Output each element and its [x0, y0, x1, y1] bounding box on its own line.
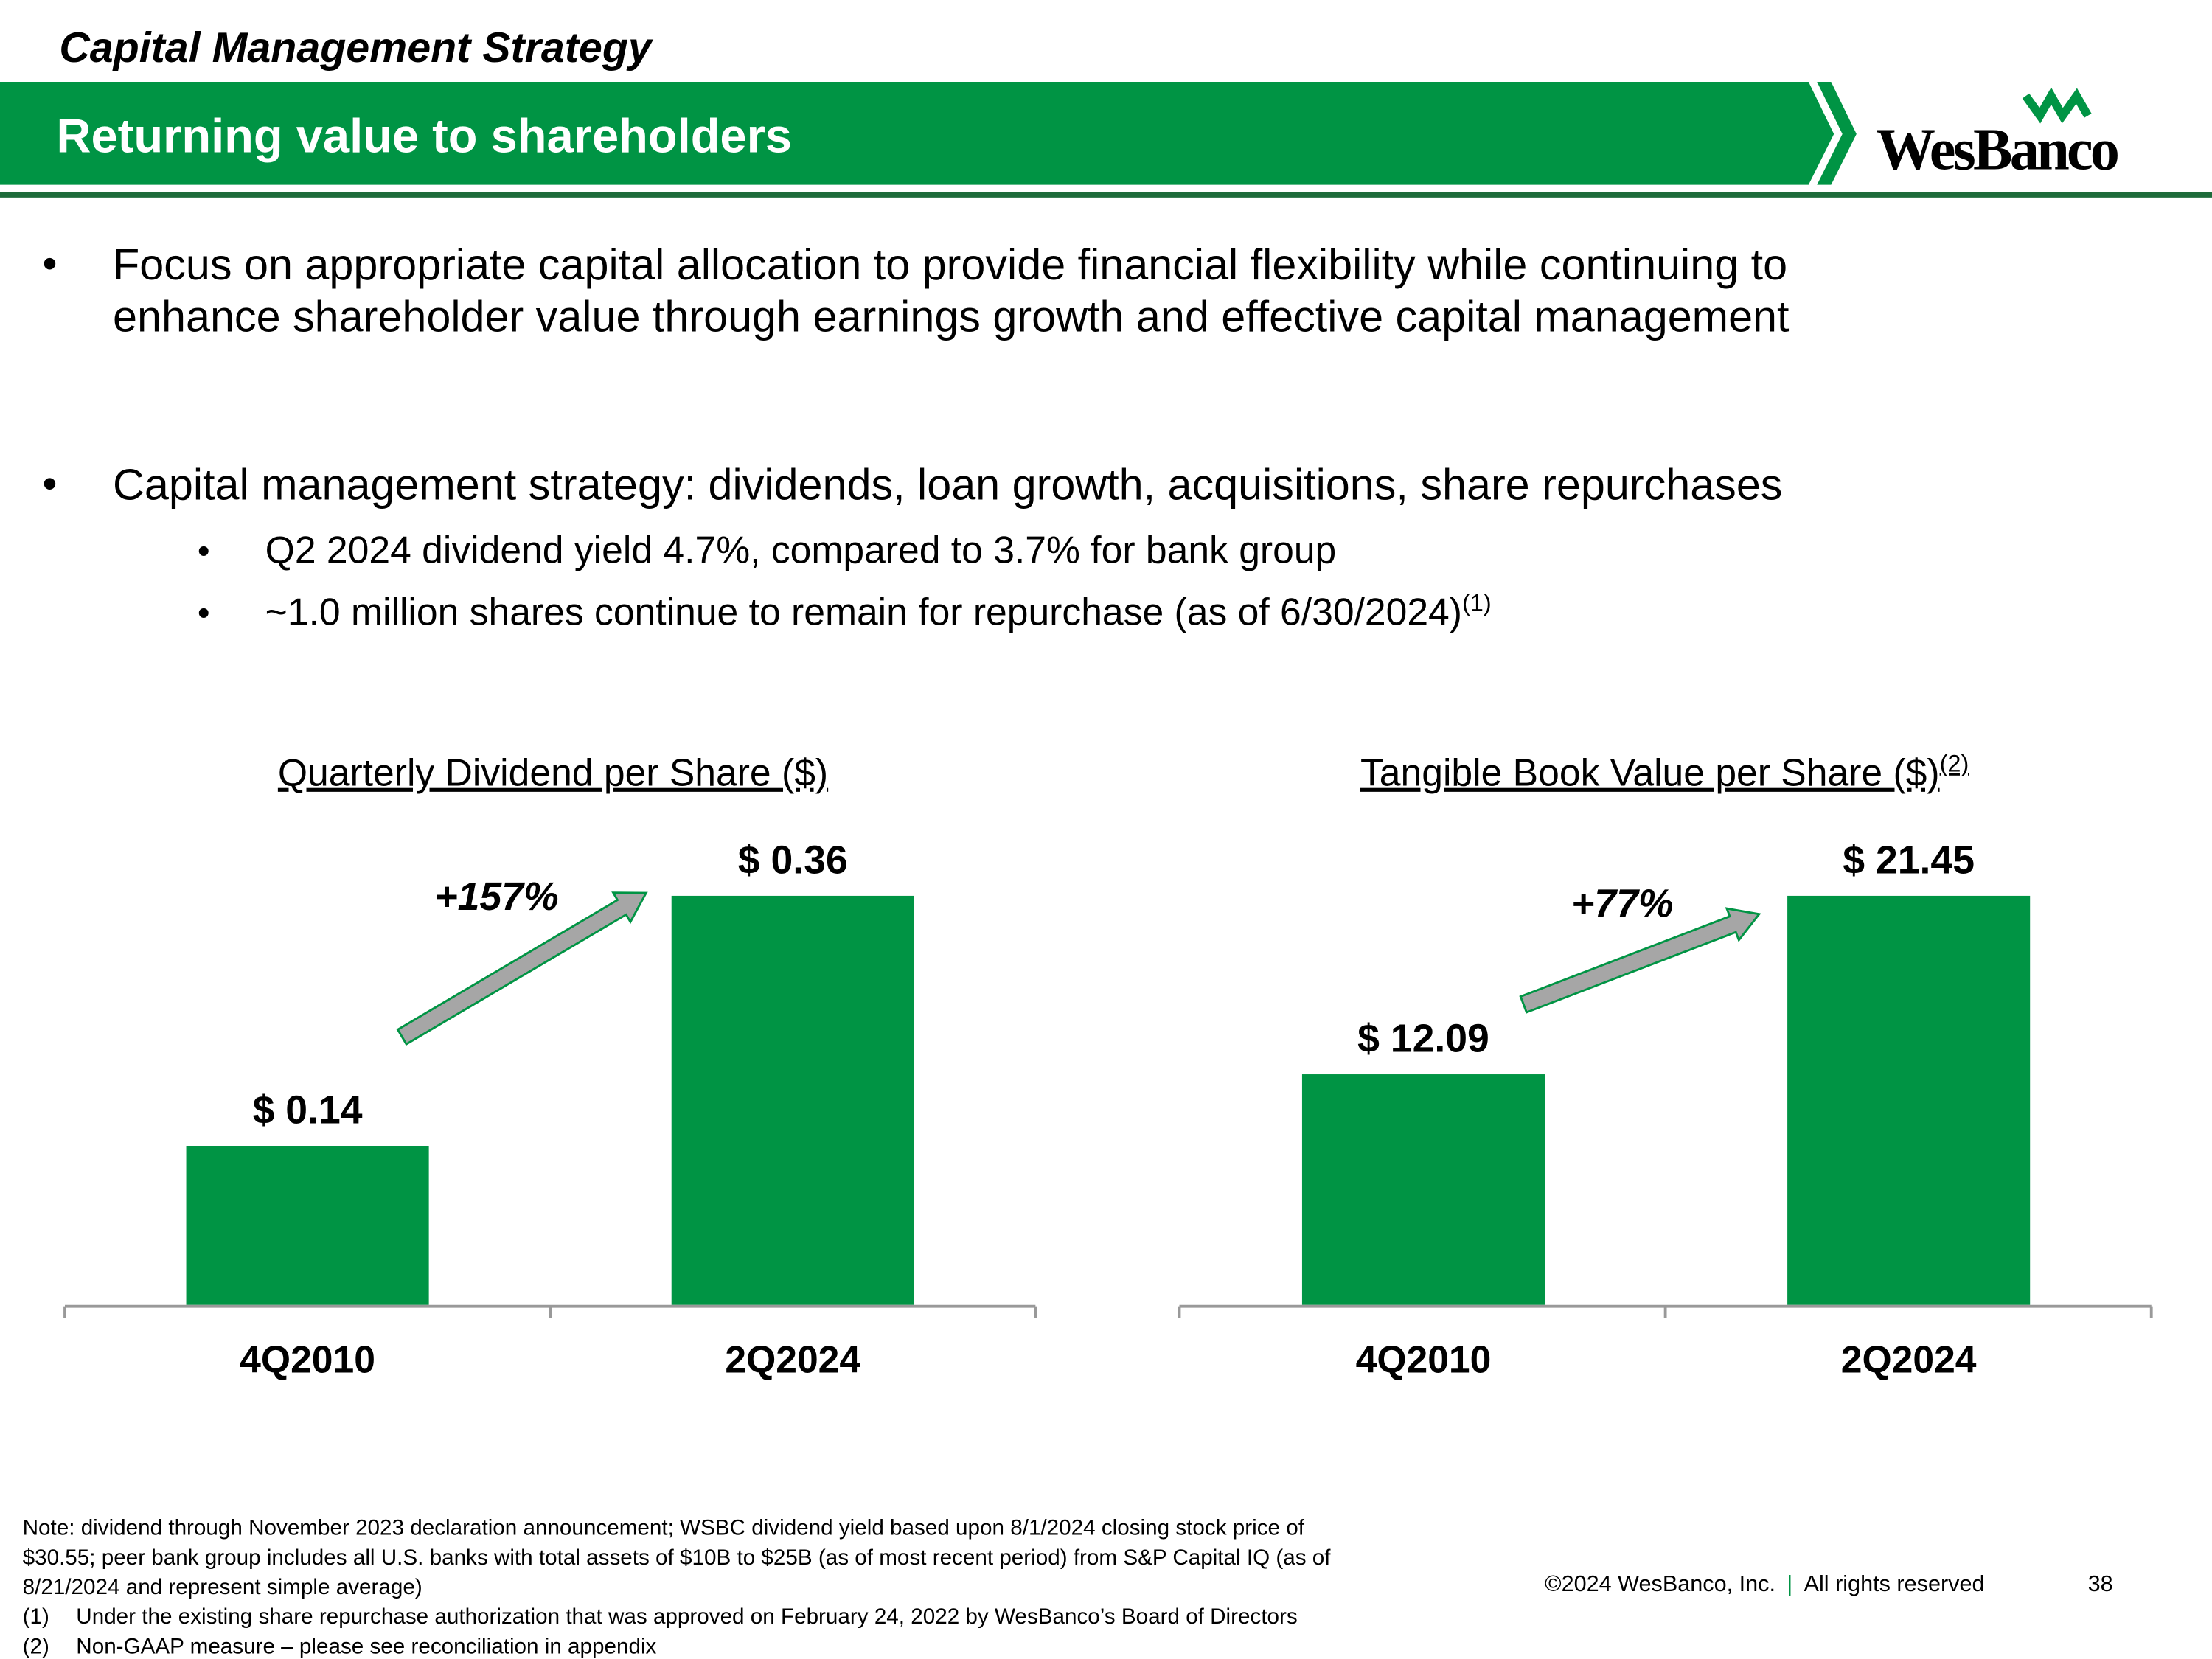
sub-bullet-dot: •	[198, 594, 210, 633]
charts: Quarterly Dividend per Share ($) $ 0.14 4Q…	[63, 751, 2153, 1381]
note-line: $30.55; peer bank group includes all U.S…	[23, 1545, 1332, 1570]
rights: All rights reserved	[1804, 1571, 1985, 1596]
sub-bullet-dot: •	[198, 532, 210, 571]
page-number: 38	[2088, 1571, 2113, 1596]
note-line: 8/21/2024 and represent simple average)	[23, 1575, 422, 1599]
note-line: Note: dividend through November 2023 dec…	[23, 1516, 1305, 1540]
x-tick-label: 2Q2024	[725, 1338, 860, 1381]
growth-arrow	[396, 891, 648, 1046]
sub-bullet-text: ~1.0 million shares continue to remain f…	[265, 589, 1492, 633]
footnote-text: Under the existing share repurchase auth…	[76, 1604, 1297, 1629]
copyright: ©2024 WesBanco, Inc.	[1545, 1571, 1775, 1596]
chart-title-text: Quarterly Dividend per Share ($)	[278, 751, 828, 794]
x-tick-label: 4Q2010	[1356, 1338, 1492, 1381]
bullet-dot: •	[42, 460, 57, 507]
x-tick-label: 2Q2024	[1841, 1338, 1977, 1381]
notes: Note: dividend through November 2023 dec…	[23, 1516, 1332, 1659]
bullet-text: enhance shareholder value through earnin…	[113, 292, 1790, 341]
footnote-marker: (2)	[23, 1634, 49, 1658]
annotation: +157%	[434, 875, 558, 919]
bullets: • Focus on appropriate capital allocation…	[42, 240, 1790, 633]
bar	[1787, 895, 2031, 1305]
sub-bullet-main: Q2 2024 dividend yield 4.7%, compared to…	[265, 528, 1337, 571]
sub-bullet-main: ~1.0 million shares continue to remain f…	[265, 591, 1462, 633]
footer: ©2024 WesBanco, Inc. | All rights reserved	[1545, 1571, 1985, 1596]
bullet-text: Focus on appropriate capital allocation …	[113, 240, 1787, 289]
logo: WesBanco	[1877, 117, 2118, 183]
section-title: Capital Management Strategy	[59, 24, 654, 72]
value-label: $ 21.45	[1843, 838, 1975, 882]
footnote-text: Non-GAAP measure – please see reconcilia…	[76, 1634, 656, 1658]
footnote-marker: (1)	[23, 1604, 49, 1629]
value-label: $ 12.09	[1357, 1017, 1489, 1060]
bullet-text: Capital management strategy: dividends, …	[113, 459, 1782, 509]
chart-title: Tangible Book Value per Share ($)(2)	[1360, 751, 1969, 794]
annotation: +77%	[1571, 883, 1673, 926]
footnote-ref: (1)	[1462, 589, 1492, 616]
x-tick-label: 4Q2010	[240, 1338, 375, 1381]
bullet-dot: •	[42, 240, 57, 288]
value-label: $ 0.36	[738, 838, 848, 882]
logo-mark	[2022, 87, 2092, 124]
separator: |	[1787, 1571, 1792, 1596]
title-note: (2)	[1940, 751, 1969, 777]
title-banner	[0, 81, 1834, 185]
value-label: $ 0.14	[253, 1088, 363, 1132]
chart-title-text: Tangible Book Value per Share ($)	[1360, 751, 1940, 794]
slide-title: Returning value to shareholders	[57, 109, 793, 163]
chart-title: Quarterly Dividend per Share ($)	[278, 751, 828, 794]
bar	[1301, 1074, 1545, 1305]
banner-chevron	[1817, 81, 1857, 185]
bar	[186, 1145, 429, 1305]
banner-rule	[0, 192, 2212, 198]
sub-bullet-text: Q2 2024 dividend yield 4.7%, compared to…	[265, 528, 1337, 571]
bar	[671, 895, 914, 1305]
growth-arrow	[1519, 907, 1761, 1014]
